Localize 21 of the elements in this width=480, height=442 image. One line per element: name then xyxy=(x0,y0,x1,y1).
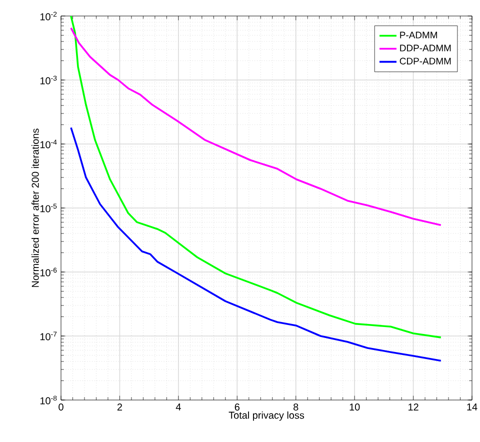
x-tick-label: 0 xyxy=(58,404,64,411)
x-tick-label: 12 xyxy=(408,404,418,410)
x-axis-title: Total privacy loss xyxy=(228,411,304,421)
legend-label: DDP-ADMM xyxy=(400,44,451,52)
y-tick-label: 10$^{-8}$ xyxy=(40,396,57,404)
x-tick-label: 2 xyxy=(117,404,122,410)
x-tick-label: 10 xyxy=(350,404,360,411)
y-tick-label: 10$^{-5}$ xyxy=(40,204,57,212)
y-tick-label: 10$^{-4}$ xyxy=(40,140,57,148)
line-series xyxy=(70,126,442,362)
x-tick-label: 4 xyxy=(176,404,181,410)
y-axis-title: Normalized error after 200 iterations xyxy=(32,128,39,287)
legend-label: CDP-ADMM xyxy=(400,58,451,64)
y-tick-label: 10$^{-3}$ xyxy=(40,76,57,84)
x-tick-label: 6 xyxy=(234,404,240,411)
y-tick-label: 10$^{-7}$ xyxy=(40,332,57,340)
y-tick-label: 10$^{-2}$ xyxy=(40,12,57,20)
y-tick-label: 10$^{-6}$ xyxy=(40,268,57,276)
x-tick-label: 14 xyxy=(467,404,478,410)
legend-label: P-ADMM xyxy=(400,32,437,38)
x-tick-label: 8 xyxy=(294,404,298,411)
